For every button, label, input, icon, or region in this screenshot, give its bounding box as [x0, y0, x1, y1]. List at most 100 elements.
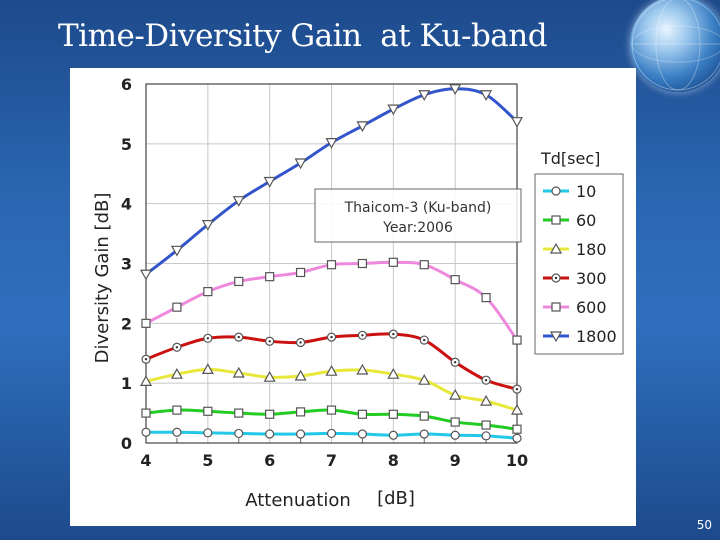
- y-tick-label: 6: [121, 75, 132, 94]
- data-point: [203, 428, 213, 438]
- data-point: [232, 366, 245, 378]
- data-point: [203, 287, 213, 297]
- annotation-line-2: Year:2006: [382, 220, 453, 236]
- data-point: [481, 293, 491, 303]
- data-point: [326, 260, 337, 270]
- data-point: [388, 257, 398, 267]
- data-point: [172, 405, 182, 415]
- legend: 10 60 180 300 600 1800: [534, 173, 624, 355]
- data-point: [419, 411, 429, 421]
- annotation-box: Thaicom-3 (Ku-band) Year:2006: [314, 188, 522, 243]
- legend-marker-600: [551, 302, 561, 312]
- data-point: [512, 424, 522, 434]
- data-point-dot: [330, 335, 333, 339]
- data-point: [265, 429, 275, 439]
- diversity-gain-chart: 4 5 6 7 8 9 10 0 1 2 3 4 5 6 Diversity Gain [dB] Atte…: [92, 75, 624, 511]
- data-point: [325, 364, 338, 376]
- data-point: [263, 370, 276, 382]
- data-point: [481, 431, 491, 441]
- y-tick-label: 2: [121, 314, 132, 333]
- legend-label-300: 300: [576, 269, 607, 288]
- data-point: [449, 388, 462, 400]
- data-point: [201, 220, 214, 231]
- globe-decoration: [630, 0, 720, 92]
- data-point: [294, 158, 307, 170]
- data-point: [295, 429, 306, 439]
- x-tick-label: 8: [388, 451, 399, 470]
- data-point: [326, 428, 337, 439]
- data-point: [141, 427, 151, 437]
- data-point: [356, 363, 369, 375]
- data-point: [450, 417, 460, 427]
- legend-label-180: 180: [576, 240, 607, 259]
- data-point-dot: [175, 346, 179, 349]
- data-point: [234, 408, 244, 418]
- data-point: [450, 275, 460, 285]
- legend-marker-300-dot: [554, 276, 558, 280]
- data-point-dot: [237, 335, 240, 339]
- data-point: [326, 405, 337, 415]
- data-point: [387, 367, 400, 379]
- legend-marker-60: [551, 215, 561, 225]
- page-number: 50: [696, 518, 712, 532]
- data-point: [234, 276, 244, 287]
- data-point-dot: [361, 334, 364, 337]
- data-point: [325, 138, 338, 149]
- legend-label-600: 600: [576, 298, 607, 317]
- data-point: [234, 428, 244, 439]
- annotation-line-1: Thaicom-3 (Ku-band): [344, 200, 492, 216]
- slide-title: Time-Diversity Gain at Ku-band: [58, 18, 548, 54]
- data-point: [387, 104, 400, 116]
- data-point: [170, 367, 183, 379]
- x-tick-label: 6: [264, 451, 275, 470]
- data-point: [357, 429, 368, 439]
- data-point: [141, 318, 151, 328]
- data-point-dot: [299, 341, 302, 344]
- data-point: [449, 84, 462, 96]
- series-60: [141, 405, 522, 434]
- x-tick-label: 5: [202, 451, 213, 470]
- series-layer: [139, 84, 524, 443]
- data-point: [419, 429, 429, 439]
- data-point: [295, 267, 306, 278]
- tick-labels: 4 5 6 7 8 9 10 0 1 2 3 4 5 6: [121, 75, 528, 470]
- data-point: [510, 117, 524, 128]
- legend-marker-180: [549, 242, 563, 254]
- legend-box: [534, 173, 624, 355]
- x-tick-label: 10: [506, 451, 528, 470]
- data-point-dot: [268, 340, 271, 343]
- x-axis-label: Attenuation: [245, 490, 351, 511]
- series-600: [141, 257, 522, 345]
- series-300: [141, 329, 522, 394]
- data-point: [418, 373, 431, 385]
- plot-frame: [145, 83, 518, 444]
- data-point: [480, 394, 493, 406]
- data-point: [139, 269, 153, 281]
- legend-title: Td[sec]: [540, 149, 600, 168]
- data-point: [141, 408, 151, 418]
- data-point: [512, 335, 522, 345]
- data-point-dot: [453, 361, 457, 364]
- series-10: [141, 427, 522, 443]
- data-point: [481, 420, 491, 430]
- x-tick-label: 7: [326, 451, 337, 470]
- y-axis-label: Diversity Gain [dB]: [92, 193, 113, 364]
- x-axis-unit: [dB]: [377, 488, 415, 509]
- data-point: [294, 369, 307, 381]
- legend-label-10: 10: [576, 182, 596, 201]
- data-point-dot: [144, 358, 148, 361]
- series-1800: [139, 84, 524, 281]
- x-tick-label: 9: [450, 451, 461, 470]
- data-point: [263, 176, 276, 188]
- data-point: [170, 245, 183, 257]
- data-point: [265, 409, 275, 419]
- x-tick-label: 4: [140, 451, 151, 470]
- globe-grid-icon: [631, 0, 720, 91]
- data-point-dot: [484, 378, 488, 382]
- data-point: [357, 258, 368, 269]
- y-tick-label: 4: [121, 195, 132, 214]
- data-point: [357, 409, 368, 419]
- y-tick-label: 3: [121, 255, 132, 274]
- data-point: [203, 406, 213, 416]
- data-point: [232, 196, 245, 207]
